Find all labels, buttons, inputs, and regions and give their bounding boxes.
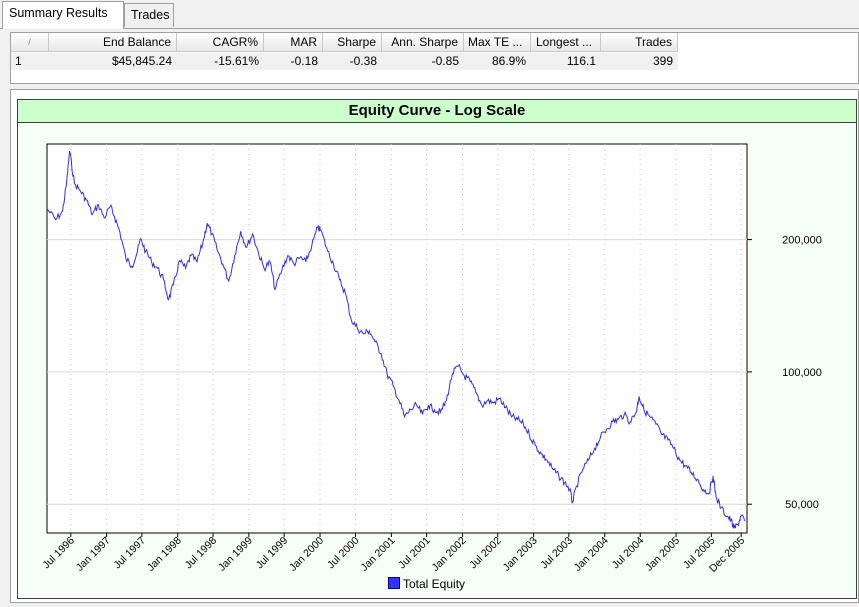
x-tick-label: Jul 1998: [183, 535, 220, 572]
x-tick-label: Jan 2005: [643, 535, 682, 574]
cell-ann-sharpe: -0.85: [382, 53, 464, 70]
column-header-end-balance[interactable]: End Balance: [49, 33, 177, 52]
x-tick-label: Jul 2004: [610, 535, 647, 572]
cell-trades: 399: [601, 53, 678, 70]
legend-swatch: [388, 577, 400, 589]
cell-cagr: -15.61%: [177, 53, 264, 70]
table-row[interactable]: 1 $45,845.24 -15.61% -0.18 -0.38 -0.85 8…: [11, 53, 859, 70]
chart-panel: Equity Curve - Log Scale 50,000 100,000 20…: [10, 89, 859, 603]
y-tick-label: 100,000: [782, 367, 822, 379]
x-tick-label: Jul 2001: [396, 535, 433, 572]
cell-mar: -0.18: [264, 53, 323, 70]
column-header-ann-sharpe[interactable]: Ann. Sharpe: [382, 33, 464, 52]
x-tick-label: Jul 2002: [467, 535, 504, 572]
y-tick-label: 200,000: [782, 235, 822, 247]
cell-sharpe: -0.38: [323, 53, 382, 70]
column-header-longest[interactable]: Longest ...: [531, 33, 601, 52]
column-header-cagr[interactable]: CAGR%: [177, 33, 264, 52]
chart-area: Equity Curve - Log Scale 50,000 100,000 20…: [17, 99, 857, 599]
results-table: / End Balance CAGR% MAR Sharpe Ann. Shar…: [10, 32, 859, 84]
column-header-sharpe[interactable]: Sharpe: [323, 33, 382, 52]
column-header-mar[interactable]: MAR: [264, 33, 323, 52]
column-header-max-te[interactable]: Max TE ...: [464, 33, 531, 52]
tab-summary-results[interactable]: Summary Results: [2, 1, 124, 29]
cell-end-balance: $45,845.24: [49, 53, 177, 70]
chart-title: Equity Curve - Log Scale: [18, 100, 856, 123]
table-header: / End Balance CAGR% MAR Sharpe Ann. Shar…: [11, 33, 859, 52]
plot-area: [46, 143, 748, 534]
x-tick-label: Jan 2002: [430, 535, 469, 574]
legend-label-total-equity: Total Equity: [403, 577, 466, 591]
series-line-total-equity: [46, 150, 746, 529]
chart-legend: Total Equity: [388, 577, 465, 593]
x-tick-label: Jan 2000: [287, 535, 326, 574]
y-axis: 50,000 100,000 200,000: [747, 235, 822, 511]
gridlines: [47, 144, 747, 533]
x-tick-label: Jul 1997: [111, 535, 148, 572]
x-tick-label: Jan 1997: [74, 535, 113, 574]
x-tick-label: Jan 1998: [145, 535, 184, 574]
column-header-sort[interactable]: /: [11, 33, 49, 52]
cell-longest: 116.1: [531, 53, 601, 70]
cell-max-te: 86.9%: [464, 53, 531, 70]
x-tick-label: Jul 2000: [325, 535, 362, 572]
x-tick-label: Jul 1996: [40, 535, 77, 572]
y-tick-label: 50,000: [785, 499, 819, 511]
column-header-trades[interactable]: Trades: [601, 33, 678, 52]
x-tick-label: Jan 1999: [216, 535, 255, 574]
x-tick-label: Jan 2004: [572, 535, 611, 574]
tab-trades[interactable]: Trades: [124, 3, 174, 27]
x-tick-label: Jan 2003: [501, 535, 540, 574]
x-tick-label: Jul 2003: [538, 535, 575, 572]
row-index: 1: [11, 53, 49, 70]
series-layer: [46, 150, 746, 529]
x-tick-label: Jan 2001: [358, 535, 397, 574]
tab-bar: Summary Results Trades: [0, 0, 859, 29]
x-tick-label: Jul 1999: [254, 535, 291, 572]
